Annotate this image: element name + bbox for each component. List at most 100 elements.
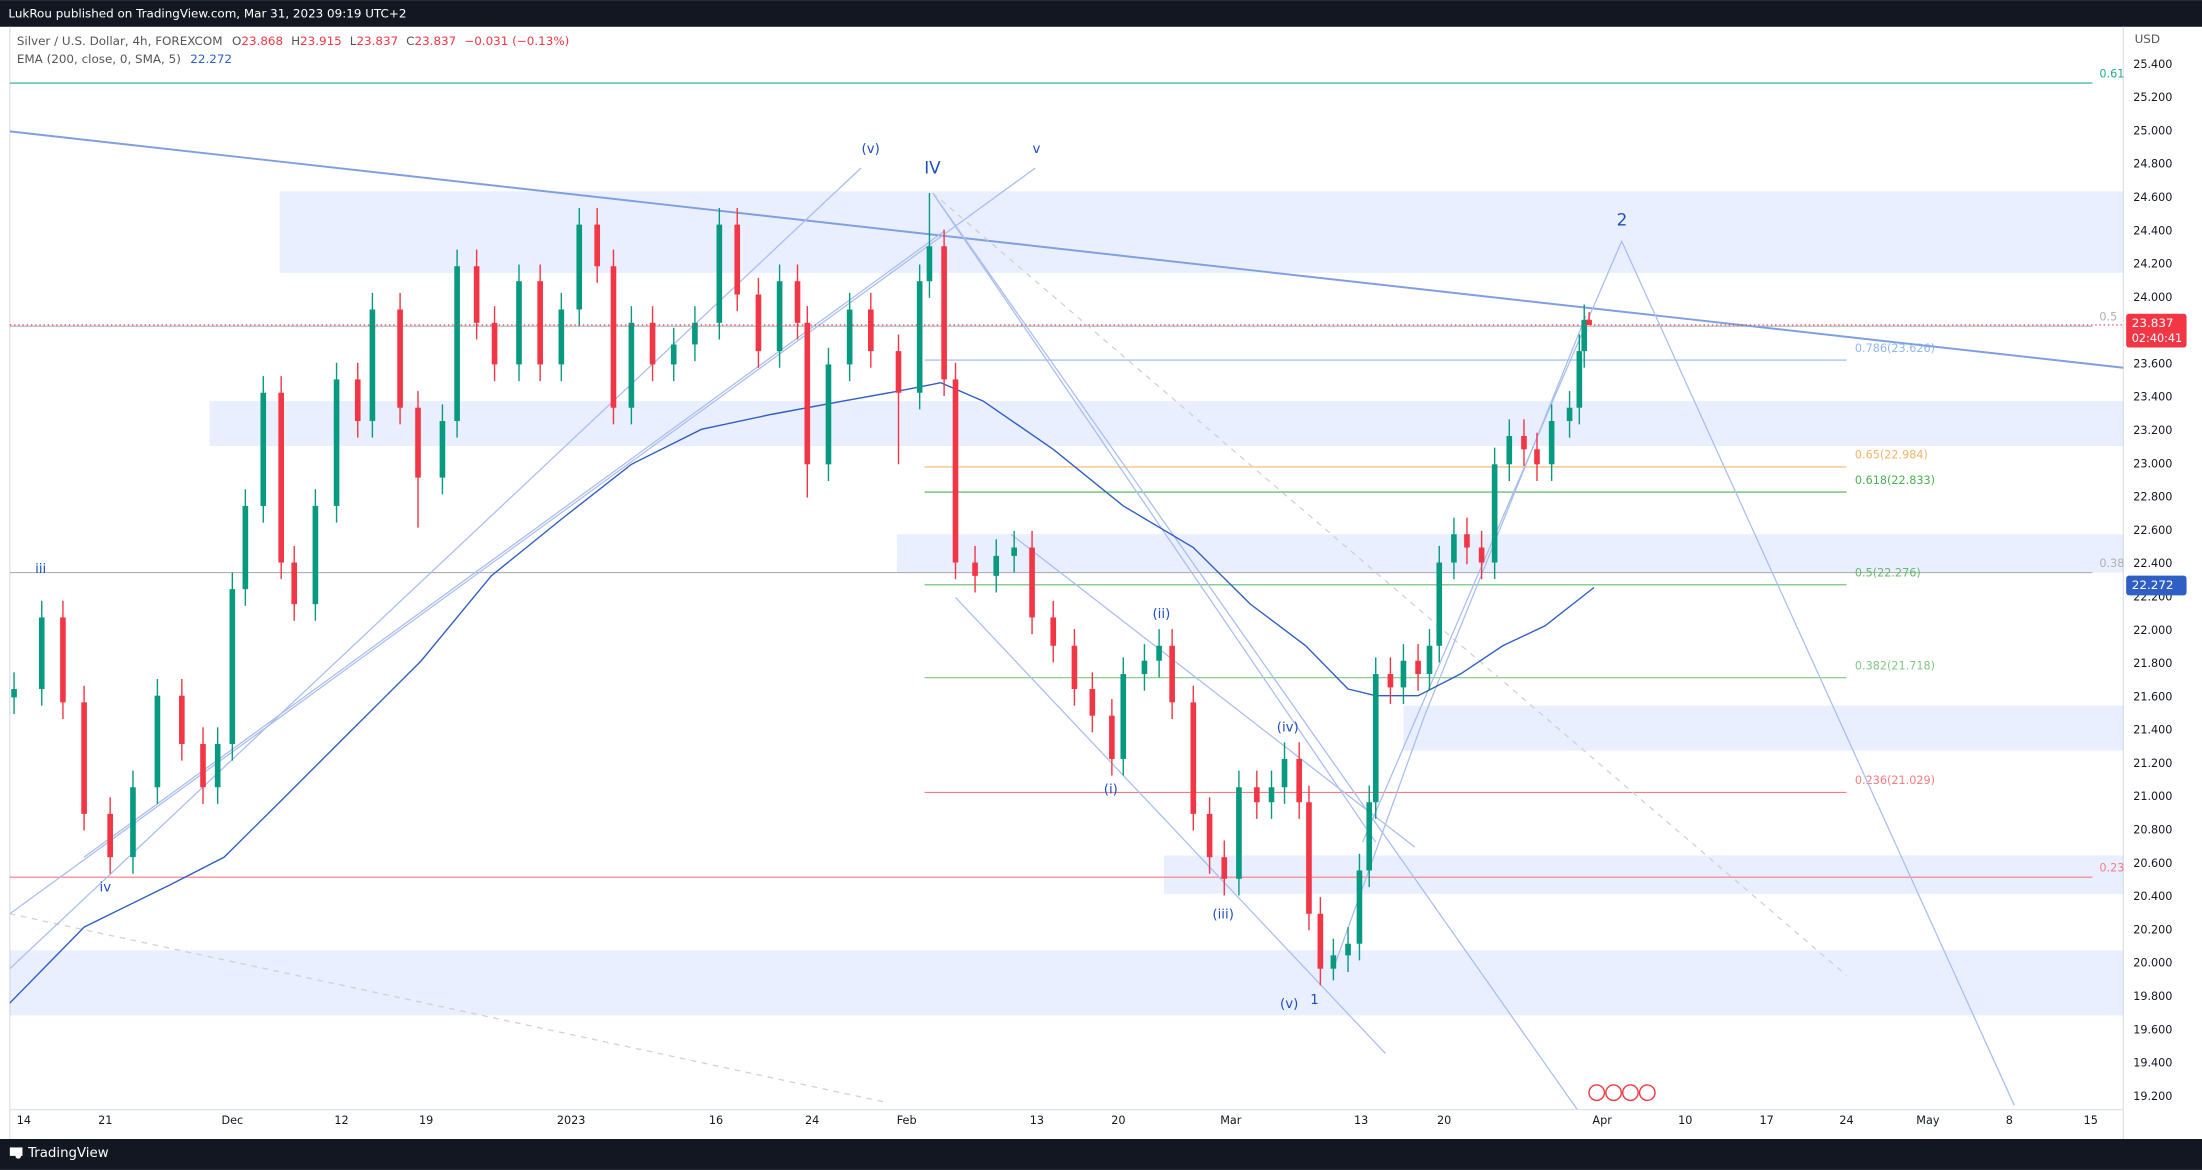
candle-body: [38, 617, 45, 690]
candle-body: [130, 787, 136, 858]
x-tick-label: 24: [1839, 1114, 1853, 1127]
zone: [1163, 855, 2124, 894]
ohlc-key: H: [291, 33, 300, 47]
zone: [209, 401, 2124, 447]
candle-body: [1141, 660, 1148, 675]
indicator-legend: EMA (200, close, 0, SMA, 5) 22.272: [17, 52, 232, 66]
x-tick-label: 2023: [557, 1114, 586, 1127]
y-tick-label: 20.400: [2133, 890, 2172, 903]
candle-body: [1345, 943, 1351, 956]
candle-body: [1089, 689, 1096, 716]
candle-body: [179, 695, 185, 744]
x-tick-label: 12: [334, 1114, 348, 1127]
y-unit: USD: [2135, 32, 2160, 46]
candle-body: [60, 617, 66, 703]
candle-body: [1548, 421, 1555, 465]
candle-body: [1521, 436, 1527, 450]
x-tick-label: 20: [1437, 1114, 1451, 1127]
x-tick-label: 8: [2006, 1114, 2013, 1127]
candle-body: [415, 407, 421, 478]
trendline: [932, 192, 1377, 843]
trendline: [1332, 315, 1587, 969]
candle-body: [454, 266, 460, 422]
candle-body: [242, 505, 249, 590]
zone: [896, 534, 2124, 573]
y-tick-label: 20.800: [2133, 824, 2172, 837]
candle-body: [670, 344, 677, 365]
candle-body: [926, 246, 933, 282]
candle-body: [594, 224, 600, 267]
y-tick-label: 21.400: [2133, 724, 2172, 737]
candle-body: [755, 294, 762, 352]
fib-label: 0.65(22.984): [1855, 449, 1928, 462]
candle-body: [229, 589, 236, 744]
trendline: [9, 167, 1036, 915]
candle-body: [649, 322, 656, 365]
wave-label: 1: [1310, 993, 1318, 1008]
wave-label: 2: [1617, 210, 1628, 230]
candle-body: [354, 379, 361, 422]
candle-body: [558, 309, 565, 365]
indicator-value: 22.272: [190, 52, 232, 66]
candle-body: [776, 281, 783, 352]
x-tick-label: Feb: [897, 1114, 917, 1127]
y-tick-label: 19.800: [2133, 990, 2172, 1003]
candle-body: [1534, 449, 1540, 465]
zone: [1403, 705, 2124, 751]
candle-body: [1566, 407, 1573, 422]
symbol-title: Silver / U.S. Dollar, 4h, FOREXCOM: [17, 33, 223, 47]
candle-body: [1221, 857, 1228, 879]
candle-body: [1050, 617, 1057, 646]
y-tick-label: 19.600: [2133, 1023, 2172, 1036]
fib-label: 0.382(21.718): [1855, 659, 1935, 672]
candle-body: [1464, 534, 1470, 548]
wave-label: (v): [862, 142, 880, 157]
candle-body: [1436, 562, 1443, 646]
brand: TradingView: [27, 1146, 109, 1161]
candle-body: [1400, 660, 1407, 688]
candle-body: [1169, 645, 1175, 703]
candle-body: [1426, 645, 1433, 675]
x-tick-label: 13: [1030, 1114, 1044, 1127]
event-icons: [1588, 1084, 1656, 1102]
candle-body: [1372, 674, 1379, 803]
candle-body: [895, 351, 902, 393]
ohlc-value: 23.868: [241, 33, 283, 47]
wave-label: IV: [924, 158, 941, 178]
wave-label: iii: [35, 562, 46, 577]
y-tick-label: 23.000: [2133, 457, 2172, 470]
candle-body: [868, 309, 874, 352]
ema-price: 22.272: [2132, 578, 2174, 592]
candle-body: [537, 281, 543, 365]
candle-body: [972, 562, 978, 576]
wave-label: (ii): [1152, 607, 1170, 622]
y-tick-label: 23.200: [2133, 424, 2172, 437]
candle-body: [439, 421, 446, 478]
trendline: [83, 230, 945, 858]
candle-body: [1586, 319, 1592, 325]
price-tags: 23.837 02:40:41 22.272: [2126, 313, 2187, 596]
trendline: [9, 913, 884, 1103]
candle-body: [1206, 813, 1213, 858]
candle-body: [1109, 715, 1115, 759]
y-tick-label: 25.000: [2133, 124, 2172, 137]
candle-body: [610, 266, 617, 408]
y-tick-label: 19.200: [2133, 1090, 2172, 1103]
fib-label: 0.786(23.626): [1855, 342, 1935, 355]
candle-body: [1330, 955, 1337, 969]
ohlc-key: L: [350, 33, 357, 47]
axes: 0.61 0.5 0.38 0.23 19.200 19.400 19.600 19.800 2…: [17, 58, 2173, 1127]
wave-label: iv: [100, 881, 112, 896]
candle-body: [1268, 787, 1275, 803]
ohlc-value: 23.837: [414, 33, 456, 47]
ohlc-key: C: [406, 33, 414, 47]
y-tick-label: 21.000: [2133, 790, 2172, 803]
y-tick-label: 24.200: [2133, 258, 2172, 271]
candle-body: [473, 266, 480, 323]
ema-tag: [2126, 575, 2187, 596]
x-tick-label: Dec: [221, 1114, 243, 1127]
wave-label: (iii): [1212, 907, 1234, 922]
candle-body: [1356, 870, 1363, 944]
candle-body: [369, 309, 376, 422]
